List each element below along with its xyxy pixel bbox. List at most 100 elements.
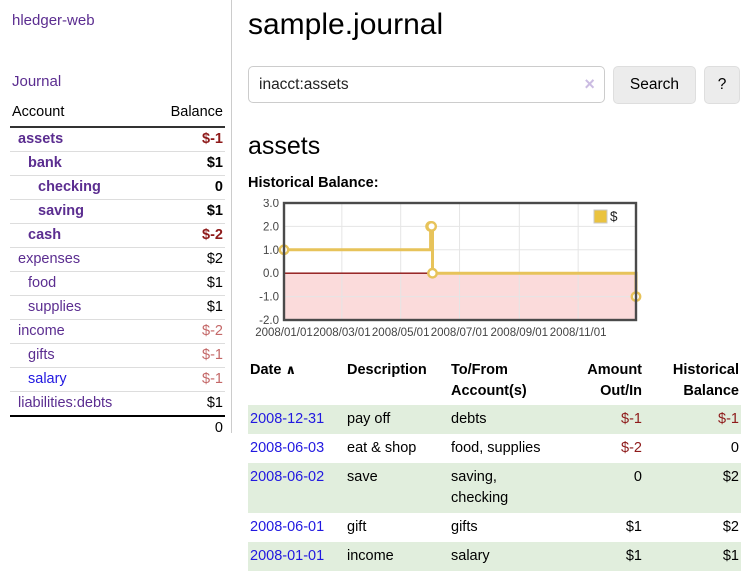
x-tick-label: 2008/01/01 xyxy=(255,327,313,339)
account-row: checking 0 xyxy=(10,175,225,200)
account-row: liabilities:debts $1 xyxy=(10,391,225,416)
brand-link[interactable]: hledger-web xyxy=(12,12,95,29)
account-row: food $1 xyxy=(10,271,225,296)
register-balance: 0 xyxy=(730,440,739,457)
accounts-total: 0 xyxy=(149,415,225,439)
account-link[interactable]: liabilities:debts xyxy=(18,395,113,411)
account-row: expenses $2 xyxy=(10,247,225,272)
account-link[interactable]: bank xyxy=(28,155,62,171)
register-accounts: debts xyxy=(451,411,487,428)
account-balance: $-1 xyxy=(202,131,223,147)
account-row: income $-2 xyxy=(10,319,225,344)
register-amount: $1 xyxy=(625,519,642,536)
register-balance: $-1 xyxy=(718,411,739,428)
register-header-date: Date ∧ xyxy=(250,362,297,378)
search-input[interactable] xyxy=(248,66,605,103)
register-date-link[interactable]: 2008-12-31 xyxy=(250,411,325,428)
account-balance: $1 xyxy=(149,151,225,176)
account-row: gifts $-1 xyxy=(10,343,225,368)
search-button[interactable]: Search xyxy=(612,66,696,104)
register-accounts: food, supplies xyxy=(451,440,541,457)
account-link[interactable]: saving xyxy=(38,203,84,219)
register-date-link[interactable]: 2008-06-03 xyxy=(250,440,325,457)
account-row: salary $-1 xyxy=(10,367,225,392)
account-link[interactable]: salary xyxy=(28,371,67,387)
account-balance: $-2 xyxy=(149,319,225,344)
register-amount: $1 xyxy=(625,548,642,565)
account-balance: $-2 xyxy=(149,223,225,248)
y-tick-label: -2.0 xyxy=(259,315,279,327)
historical-balance-chart: $3.0 2.0 1.0 0.0 -1.0 -2.0 2008/01/01 2008/03/0… xyxy=(248,199,742,343)
account-balance: $1 xyxy=(149,391,225,416)
x-tick-label: 2008/03/01 xyxy=(313,327,371,339)
register-row: 2008-06-02 save saving, checking 0 $2 xyxy=(248,463,741,514)
account-row: assets $-1 xyxy=(10,127,225,152)
chart-title: Historical Balance: xyxy=(248,175,379,191)
account-balance: $-1 xyxy=(149,343,225,368)
account-balance: $2 xyxy=(149,247,225,272)
register-description: eat & shop xyxy=(347,440,417,457)
register-header-description: Description xyxy=(347,362,427,378)
x-tick-label: 2008/07/01 xyxy=(431,327,489,339)
data-point xyxy=(426,221,438,232)
register-balance: $2 xyxy=(722,519,739,536)
page-title: sample.journal xyxy=(248,8,444,41)
x-tick-label: 2008/05/01 xyxy=(372,327,430,339)
register-row: 2008-06-01 gift gifts $1 $2 xyxy=(248,513,741,542)
register-date-link[interactable]: 2008-06-01 xyxy=(250,519,325,536)
register-header-accounts: To/From Account(s) xyxy=(451,362,527,400)
register-balance: $1 xyxy=(722,548,739,565)
register-amount: $-1 xyxy=(621,411,642,428)
register-description: income xyxy=(347,548,394,565)
sidebar-item-journal[interactable]: Journal xyxy=(12,73,62,90)
register-row: 2008-12-31 pay off debts $-1 $-1 xyxy=(248,405,741,435)
account-link[interactable]: income xyxy=(18,323,65,339)
search-input-wrap: × xyxy=(248,66,605,104)
accounts-header-balance: Balance xyxy=(149,100,225,128)
account-link[interactable]: expenses xyxy=(18,251,81,267)
x-tick-label: 2008/11/01 xyxy=(550,327,607,339)
search-bar: × Search ? xyxy=(248,66,740,104)
account-link[interactable]: gifts xyxy=(28,347,55,363)
register-row: 2008-06-03 eat & shop food, supplies $-2 0 xyxy=(248,434,741,463)
account-link[interactable]: assets xyxy=(18,131,64,147)
main-content: sample.journal × Search ? assets Histori… xyxy=(232,0,742,572)
account-row: supplies $1 xyxy=(10,295,225,320)
account-row: bank $1 xyxy=(10,151,225,176)
chart-border xyxy=(282,201,638,322)
register-header-balance: Historical Balance xyxy=(672,362,739,400)
account-balance: $1 xyxy=(149,199,225,224)
register-description: gift xyxy=(347,519,367,536)
y-tick-label: 3.0 xyxy=(263,199,279,210)
register-accounts: salary xyxy=(451,548,490,565)
help-button[interactable]: ? xyxy=(704,66,740,104)
legend-swatch xyxy=(593,209,608,224)
y-tick-label: 1.0 xyxy=(263,245,279,257)
register-amount: $-2 xyxy=(621,440,642,457)
y-tick-label: 2.0 xyxy=(263,221,279,233)
y-tick-label: 0.0 xyxy=(263,268,279,280)
account-balance: $1 xyxy=(149,295,225,320)
clear-search-icon[interactable]: × xyxy=(584,74,595,94)
account-link[interactable]: food xyxy=(28,275,57,291)
register-table: Date ∧ Description To/From Account(s) Am… xyxy=(248,357,741,572)
account-row: saving $1 xyxy=(10,199,225,224)
register-date-link[interactable]: 2008-01-01 xyxy=(250,548,325,565)
register-description: pay off xyxy=(347,411,391,428)
accounts-table: Account Balance assets $-1 bank $1 checking 0… xyxy=(10,100,225,439)
account-link[interactable]: checking xyxy=(38,179,101,195)
register-accounts: gifts xyxy=(451,519,478,536)
account-link[interactable]: supplies xyxy=(28,299,82,315)
register-header-amount: Amount Out/In xyxy=(587,362,642,400)
register-accounts: saving, checking xyxy=(451,469,509,507)
sidebar: hledger-web Journal Account Balance asse… xyxy=(0,0,232,439)
register-row: 2008-01-01 income salary $1 $1 xyxy=(248,542,741,572)
accounts-header-account: Account xyxy=(10,100,150,128)
account-link[interactable]: cash xyxy=(28,227,62,243)
data-point xyxy=(427,267,438,279)
legend-label: $ xyxy=(610,209,618,224)
accounts-total-row: 0 xyxy=(10,415,225,439)
account-balance: 0 xyxy=(149,175,225,200)
register-date-link[interactable]: 2008-06-02 xyxy=(250,469,325,486)
